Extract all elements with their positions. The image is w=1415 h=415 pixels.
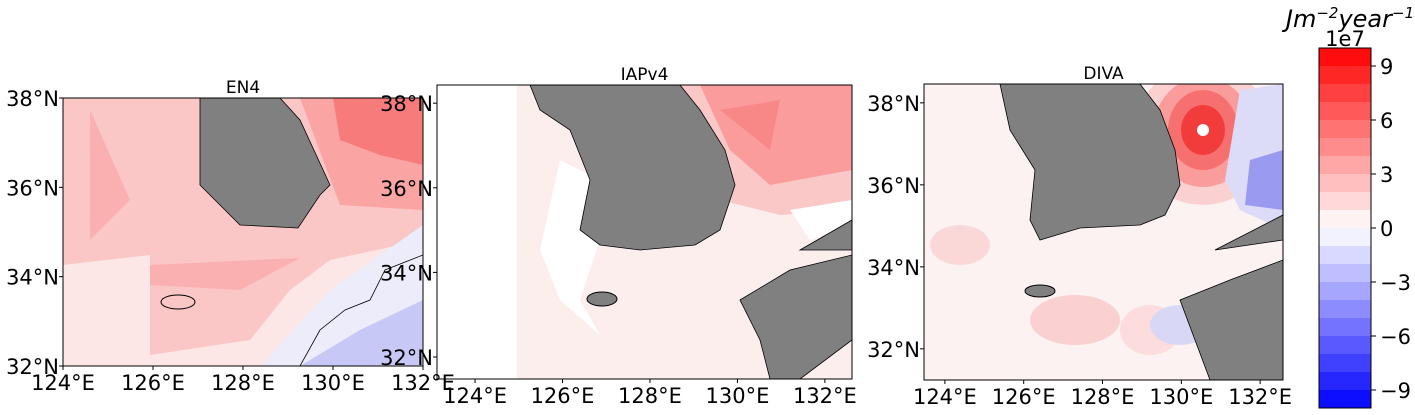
frame	[923, 83, 1284, 381]
y-tick-label: 34°N	[380, 261, 433, 285]
colorbar-band	[1319, 372, 1371, 390]
colorbar-band	[1319, 300, 1371, 318]
colorbar-band	[1319, 354, 1371, 372]
colorbar-tick-label: −9	[1380, 379, 1411, 403]
y-tick-label: 34°N	[867, 256, 920, 280]
y-tick-label: 38°N	[380, 92, 433, 116]
colorbar-band	[1319, 120, 1371, 138]
colorbar-band	[1319, 210, 1371, 228]
colorbar-band	[1319, 84, 1371, 102]
unit-part: year	[1337, 5, 1394, 33]
colorbar-band	[1319, 228, 1371, 246]
x-tick-label: 132°E	[391, 371, 455, 395]
x-tick-label: 124°E	[913, 385, 977, 409]
x-tick-label: 126°E	[531, 384, 595, 408]
map-diva	[924, 84, 1283, 380]
panel-title: IAPv4	[621, 65, 669, 85]
y-tick-label: 36°N	[380, 177, 433, 201]
y-tick-label: 36°N	[867, 174, 920, 198]
y-tick-label: 38°N	[867, 92, 920, 116]
map-en4	[63, 98, 423, 366]
colorbar-tick-label: −6	[1380, 325, 1411, 349]
colorbar-band	[1319, 282, 1371, 300]
colorbar-tick-label: 3	[1380, 163, 1393, 187]
colorbar-band	[1319, 264, 1371, 282]
colorbar-tick-label: 0	[1380, 217, 1393, 241]
colorbar-band	[1319, 102, 1371, 120]
x-tick-label: 130°E	[1149, 385, 1213, 409]
colorbar-band	[1319, 192, 1371, 210]
x-tick-label: 124°E	[31, 371, 95, 395]
colorbar-tick-label: −3	[1380, 271, 1411, 295]
colorbar-band	[1319, 48, 1371, 66]
unit-exponent: −1	[1392, 4, 1414, 22]
colorbar	[1319, 48, 1371, 408]
frame	[436, 84, 853, 380]
colorbar-band	[1319, 156, 1371, 174]
colorbar-band	[1319, 138, 1371, 156]
y-tick-label: 32°N	[867, 338, 920, 362]
colorbar-band	[1319, 336, 1371, 354]
colorbar-band	[1319, 318, 1371, 336]
x-tick-label: 130°E	[705, 384, 769, 408]
y-tick-label: 38°N	[6, 87, 59, 111]
unit-part: Jm	[1282, 5, 1316, 33]
x-tick-label: 130°E	[301, 371, 365, 395]
x-tick-label: 124°E	[443, 384, 507, 408]
y-tick-label: 32°N	[380, 346, 433, 370]
x-tick-label: 128°E	[1071, 385, 1135, 409]
map-iapv4	[437, 85, 852, 379]
colorbar-band	[1319, 246, 1371, 264]
x-tick-label: 132°E	[793, 384, 857, 408]
x-tick-label: 132°E	[1228, 385, 1292, 409]
y-tick-label: 32°N	[6, 355, 59, 379]
y-tick-label: 34°N	[6, 266, 59, 290]
colorbar-tick-label: 9	[1380, 55, 1393, 79]
x-tick-label: 128°E	[618, 384, 682, 408]
x-tick-label: 126°E	[992, 385, 1056, 409]
x-tick-label: 128°E	[211, 371, 275, 395]
unit-exponent: −2	[1316, 4, 1338, 22]
colorbar-scale: 1e7	[1325, 27, 1365, 51]
colorbar-label: Jm−2year−1	[1282, 4, 1414, 33]
colorbar-band	[1319, 174, 1371, 192]
panel-title: EN4	[226, 78, 260, 98]
colorbar-tick-label: 6	[1380, 109, 1393, 133]
y-tick-label: 36°N	[6, 176, 59, 200]
x-tick-label: 126°E	[121, 371, 185, 395]
colorbar-band	[1319, 390, 1371, 408]
panel-title: DIVA	[1083, 64, 1124, 84]
colorbar-band	[1319, 66, 1371, 84]
